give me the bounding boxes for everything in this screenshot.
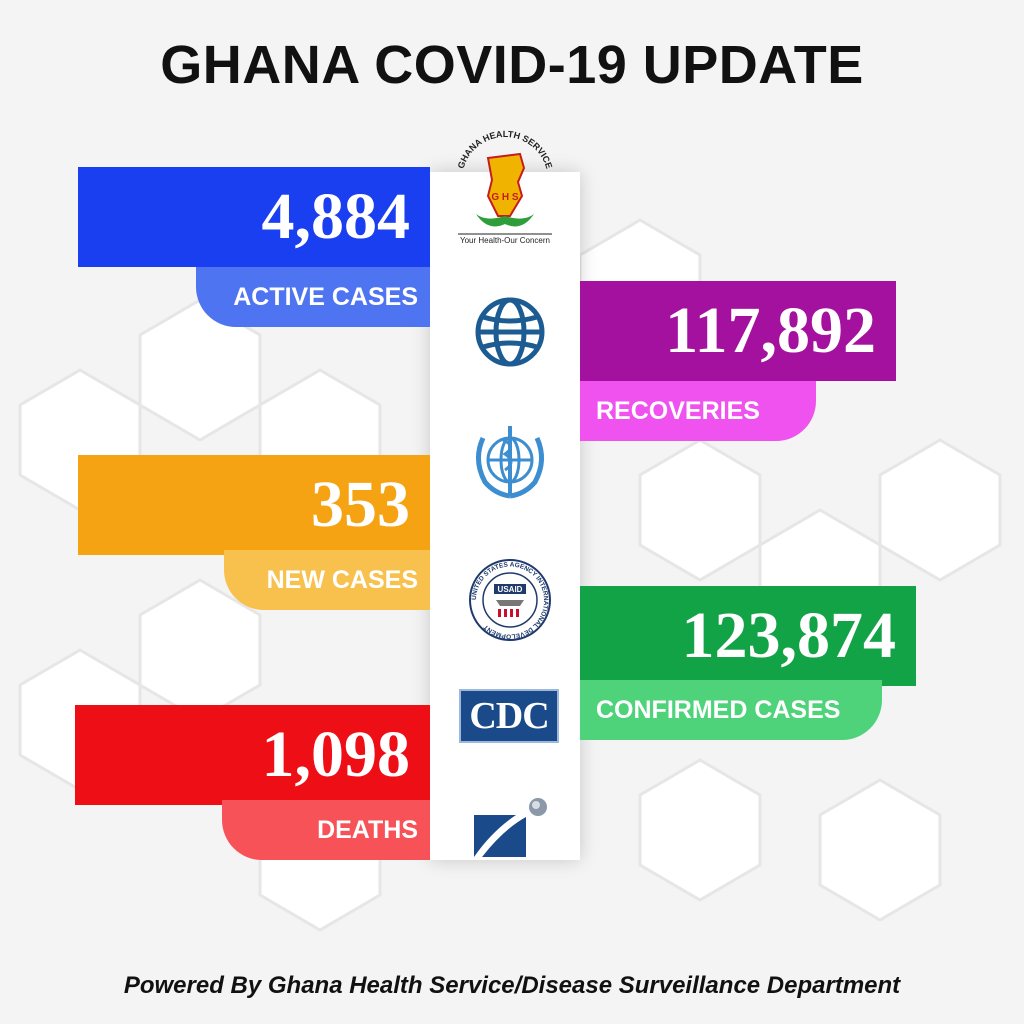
new-cases-label: NEW CASES	[224, 550, 430, 610]
deaths-value: 1,098	[75, 705, 430, 805]
partner-swoosh-logo	[474, 798, 547, 857]
svg-text:Your Health-Our Concern: Your Health-Our Concern	[460, 236, 550, 245]
footer-credit: Powered By Ghana Health Service/Disease …	[123, 972, 901, 999]
recoveries-value: 117,892	[580, 281, 896, 381]
svg-text:G H S: G H S	[491, 192, 519, 203]
page-title: GHANA COVID-19 UPDATE	[160, 35, 864, 95]
who-emblem-icon	[476, 426, 544, 499]
cdc-logo: CDC	[459, 689, 559, 743]
active-cases-value: 4,884	[78, 167, 430, 267]
recoveries-label: RECOVERIES	[580, 381, 816, 441]
confirmed-cases-value: 123,874	[580, 586, 916, 686]
logo-strip	[430, 172, 580, 860]
cdc-logo-text: CDC	[469, 695, 549, 737]
ghana-health-service-logo: GHANA HEALTH SERVICE G H S Your Health-O…	[456, 129, 555, 245]
usaid-logo: UNITED STATES AGENCY INTERNATIONAL DEVEL…	[469, 559, 551, 641]
new-cases-value: 353	[78, 455, 430, 555]
svg-text:USAID: USAID	[498, 585, 523, 594]
active-cases-label: ACTIVE CASES	[196, 267, 430, 327]
world-bank-globe-icon	[475, 297, 545, 367]
deaths-label: DEATHS	[222, 800, 430, 860]
confirmed-cases-label: CONFIRMED CASES	[580, 680, 882, 740]
